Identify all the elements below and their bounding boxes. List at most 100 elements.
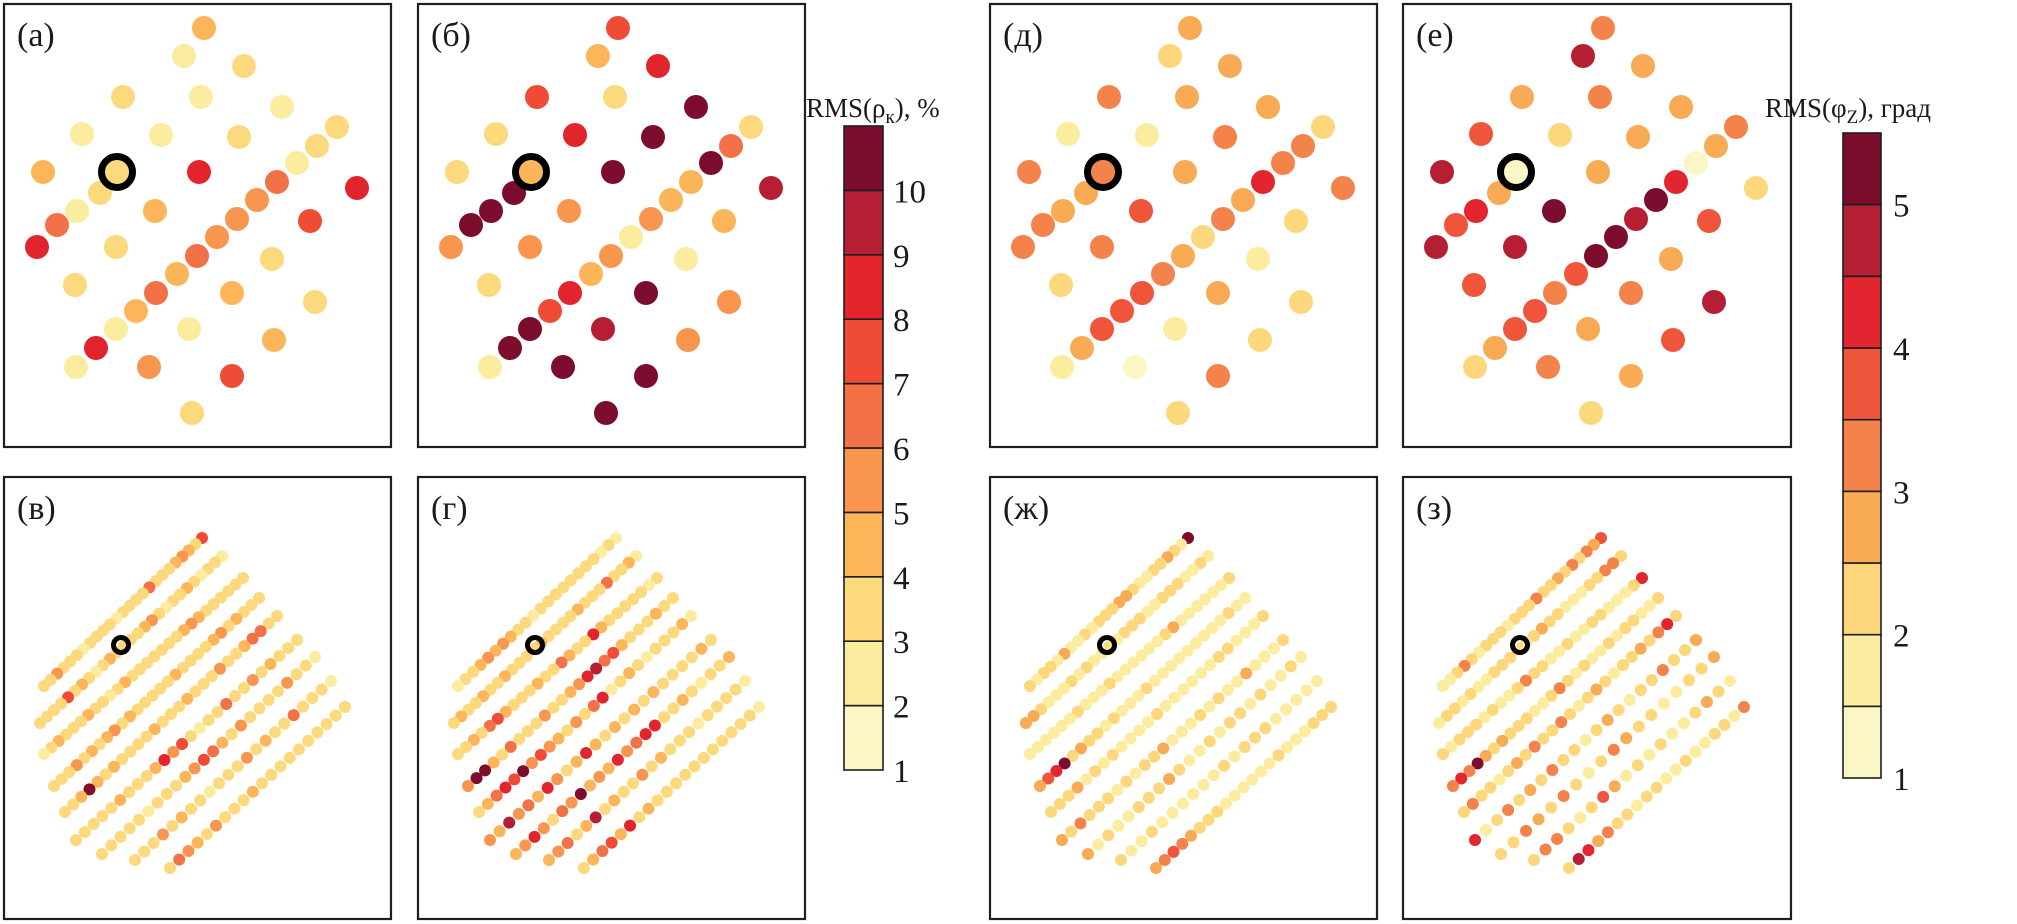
station-point [179,770,192,783]
station-point [543,854,555,866]
station-point [309,651,321,663]
station-point [1089,765,1102,778]
station-point [1503,317,1527,341]
station-point [467,733,480,746]
station-point [1056,834,1068,846]
station-point [84,336,108,360]
station-point [1475,789,1488,802]
station-point [674,247,698,271]
station-point [462,780,474,792]
station-point [1528,854,1540,866]
scatter-plot-1 [439,16,783,425]
station-point [123,710,136,723]
station-point [624,631,637,644]
station-point [1456,695,1469,708]
station-point [1224,716,1236,729]
station-point [522,799,535,812]
station-point [1211,805,1224,818]
station-point [607,646,620,659]
station-point [624,819,637,832]
station-point [479,199,503,223]
station-point [1211,207,1235,231]
station-point [1601,714,1614,726]
station-point [507,698,520,711]
station-point [325,675,337,687]
station-point [1267,642,1280,655]
station-point [1119,663,1132,676]
station-point [232,54,256,78]
station-point [512,807,525,820]
station-point [237,682,250,694]
colorbar-bin [843,704,884,771]
station-point [484,122,508,146]
colorbar-bin [843,125,884,192]
station-point [1529,704,1541,717]
station-point [213,662,226,675]
station-point [133,813,146,826]
station-point [1135,835,1148,848]
station-point [729,683,742,696]
station-point [64,355,88,379]
station-point [1437,748,1449,760]
panel-label: (е) [1416,17,1454,54]
station-point [1214,614,1227,627]
station-point [1176,797,1189,810]
station-point [1684,151,1708,175]
station-point [70,834,82,846]
highlight-station-point [118,642,124,648]
panel-label: (а) [17,17,55,54]
station-point [1619,281,1643,305]
station-point [705,634,717,646]
station-point [1228,789,1241,802]
station-point [445,160,469,184]
station-point [220,281,244,305]
station-point [1595,755,1608,768]
station-point [1437,680,1449,692]
station-point [1588,85,1612,109]
station-point [222,655,235,668]
station-point [1537,697,1550,710]
highlight-station-ring [525,635,545,655]
station-point [635,586,648,599]
station-point [222,768,235,781]
station-point [1284,660,1297,673]
station-point [1158,44,1182,68]
station-point [452,680,464,692]
station-point [1643,634,1656,647]
station-point [131,778,144,790]
station-point [1099,719,1112,732]
station-point [496,748,509,761]
station-point [556,805,569,818]
station-point [241,751,253,764]
station-point [48,780,60,792]
scatter-plot-0 [25,16,369,425]
station-point [1163,317,1187,341]
station-point [256,777,269,790]
station-point [1493,773,1506,786]
station-point [182,845,195,858]
highlight-station-ring [1084,153,1122,191]
station-point [173,853,186,866]
station-point [1156,816,1169,829]
station-point [477,273,501,297]
station-point [1472,680,1485,693]
station-point [1143,642,1156,655]
station-point [1575,586,1588,599]
station-point [1173,160,1197,184]
station-point [1202,550,1214,562]
station-point [717,290,741,314]
station-point [167,746,180,758]
station-point [676,328,700,352]
station-point [75,790,88,803]
station-point [59,806,71,818]
station-point [1650,781,1663,794]
station-point [1453,733,1466,746]
colorbar-bin [1842,347,1882,421]
station-point [658,599,671,612]
station-point [1230,599,1243,612]
station-point [608,794,621,807]
station-point [1464,687,1477,700]
station-point [1504,160,1528,184]
station-point [1017,160,1041,184]
station-point [519,839,532,852]
